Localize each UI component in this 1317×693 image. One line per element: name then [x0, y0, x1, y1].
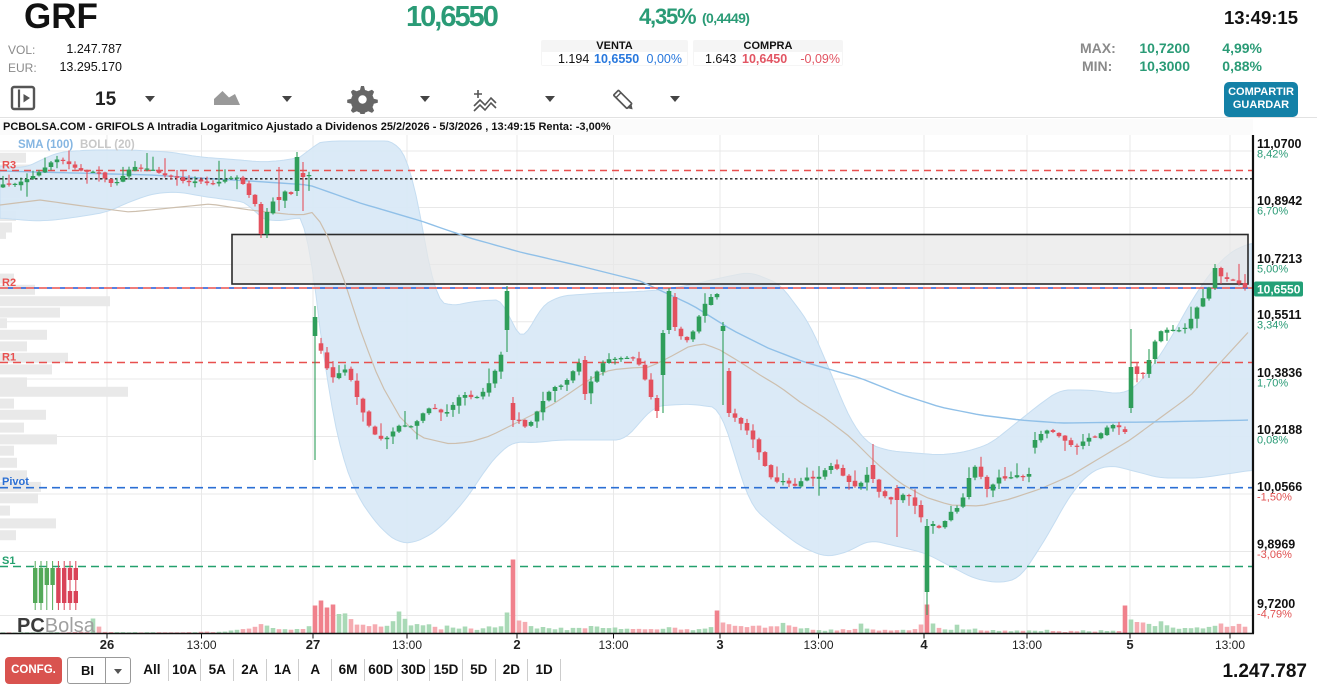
svg-text:R2: R2 [2, 277, 16, 289]
svg-text:3,34%: 3,34% [1257, 320, 1288, 332]
svg-text:-4,79%: -4,79% [1257, 609, 1292, 621]
svg-text:27: 27 [306, 637, 320, 652]
svg-text:13:00: 13:00 [186, 638, 216, 652]
svg-text:1,70%: 1,70% [1257, 378, 1288, 390]
svg-text:11,0700: 11,0700 [1257, 137, 1302, 151]
svg-text:6,70%: 6,70% [1257, 206, 1288, 218]
svg-text:26: 26 [100, 637, 114, 652]
svg-text:Pivot: Pivot [2, 476, 29, 488]
svg-text:15: 15 [95, 89, 117, 110]
svg-text:PCBolsa: PCBolsa [17, 615, 96, 637]
svg-text:13:00: 13:00 [1215, 638, 1245, 652]
svg-text:10,2188: 10,2188 [1257, 423, 1302, 437]
svg-text:9,8969: 9,8969 [1257, 538, 1295, 552]
svg-text:10,0566: 10,0566 [1257, 480, 1302, 494]
svg-text:S1: S1 [2, 555, 15, 567]
svg-text:13:00: 13:00 [1012, 638, 1042, 652]
svg-text:5,00%: 5,00% [1257, 264, 1288, 276]
svg-text:10,5511: 10,5511 [1257, 308, 1302, 322]
svg-text:R1: R1 [2, 352, 16, 364]
svg-text:4: 4 [920, 637, 928, 652]
svg-text:10,7213: 10,7213 [1257, 252, 1302, 266]
svg-text:13:00: 13:00 [598, 638, 628, 652]
svg-text:13:00: 13:00 [392, 638, 422, 652]
svg-text:8,42%: 8,42% [1257, 149, 1288, 161]
svg-text:10,3836: 10,3836 [1257, 366, 1302, 380]
svg-text:R3: R3 [2, 160, 16, 172]
svg-text:SMA (100): SMA (100) [18, 139, 73, 151]
svg-text:5: 5 [1126, 637, 1133, 652]
svg-text:-3,06%: -3,06% [1257, 549, 1292, 561]
svg-text:2: 2 [513, 637, 520, 652]
svg-text:10,8942: 10,8942 [1257, 194, 1302, 208]
svg-text:13:00: 13:00 [803, 638, 833, 652]
svg-text:0,08%: 0,08% [1257, 435, 1288, 447]
svg-text:3: 3 [716, 637, 723, 652]
svg-text:9,7200: 9,7200 [1257, 597, 1295, 611]
svg-text:-1,50%: -1,50% [1257, 492, 1292, 504]
svg-text:BOLL (20): BOLL (20) [80, 139, 135, 151]
svg-text:10,6550: 10,6550 [1257, 283, 1301, 297]
